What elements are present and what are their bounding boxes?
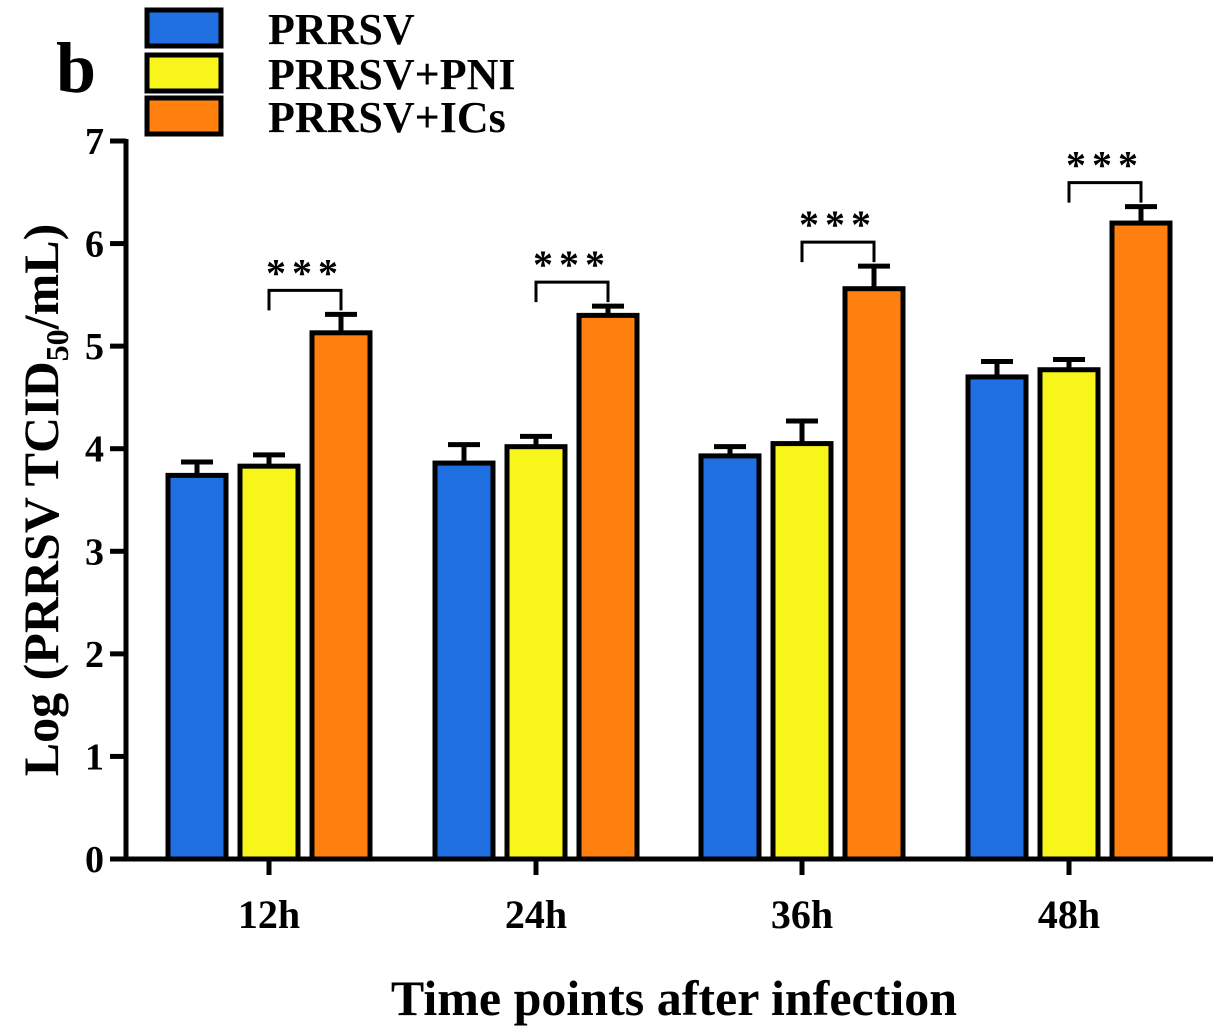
y-tick-label-1: 1 bbox=[85, 736, 104, 778]
x-ticks: 12h 24h 36h 48h bbox=[238, 859, 1100, 937]
y-axis-label-main: Log (PRRSV TCID bbox=[13, 361, 69, 776]
y-tick-label-6: 6 bbox=[85, 224, 104, 266]
bar-36h-series-3 bbox=[842, 286, 906, 862]
bar-12h-series-2 bbox=[237, 463, 301, 862]
significance-label-12h: *** bbox=[266, 250, 344, 295]
x-tick-label-24h: 24h bbox=[505, 892, 567, 937]
legend-swatch-1 bbox=[144, 7, 224, 49]
bar-24h-series-2 bbox=[504, 444, 568, 862]
bar-36h-series-2 bbox=[770, 441, 834, 862]
x-tick-label-36h: 36h bbox=[771, 892, 833, 937]
y-axis-label-tail: /mL) bbox=[13, 224, 69, 331]
bar-12h-series-1 bbox=[165, 472, 229, 862]
significance-label-24h: *** bbox=[533, 242, 611, 287]
y-tick-label-0: 0 bbox=[85, 839, 104, 881]
y-tick-label-4: 4 bbox=[85, 429, 104, 471]
bar-48h-series-1 bbox=[965, 374, 1029, 862]
legend-label-2: PRRSV+PNI bbox=[268, 50, 516, 99]
error-bars bbox=[181, 204, 1157, 476]
bar-48h-series-3 bbox=[1109, 220, 1173, 862]
bar-48h-series-2 bbox=[1037, 367, 1101, 862]
significance-bracket-12h bbox=[267, 288, 343, 311]
panel-label: b bbox=[56, 28, 96, 108]
y-ticks: 0 1 2 3 4 5 6 7 bbox=[85, 121, 126, 881]
bar-12h-series-3 bbox=[309, 330, 373, 862]
bars bbox=[165, 220, 1173, 862]
significance-bracket-48h bbox=[1067, 181, 1143, 203]
bar-24h-series-1 bbox=[432, 460, 496, 862]
bar-36h-series-1 bbox=[698, 453, 762, 862]
significance-label-36h: *** bbox=[799, 202, 877, 247]
significance-markers: *** *** *** *** bbox=[266, 143, 1144, 311]
y-tick-label-7: 7 bbox=[85, 121, 104, 163]
legend-swatch-2 bbox=[144, 52, 224, 94]
legend-swatch-3 bbox=[144, 95, 224, 137]
y-tick-label-3: 3 bbox=[85, 531, 104, 573]
significance-bracket-36h bbox=[800, 240, 876, 263]
legend-label-3: PRRSV+ICs bbox=[268, 93, 506, 142]
axes bbox=[123, 139, 1213, 862]
significance-bracket-24h bbox=[534, 280, 610, 303]
y-tick-label-2: 2 bbox=[85, 634, 104, 676]
bar-24h-series-3 bbox=[576, 312, 640, 862]
x-tick-label-12h: 12h bbox=[238, 892, 300, 937]
y-tick-label-5: 5 bbox=[85, 326, 104, 368]
x-axis-label: Time points after infection bbox=[391, 970, 957, 1026]
y-axis-label: Log (PRRSV TCID50/mL) bbox=[13, 224, 75, 776]
x-tick-label-48h: 48h bbox=[1038, 892, 1100, 937]
significance-label-48h: *** bbox=[1066, 143, 1144, 188]
legend-label-1: PRRSV bbox=[268, 5, 415, 54]
y-axis-label-subscript: 50 bbox=[39, 329, 75, 361]
